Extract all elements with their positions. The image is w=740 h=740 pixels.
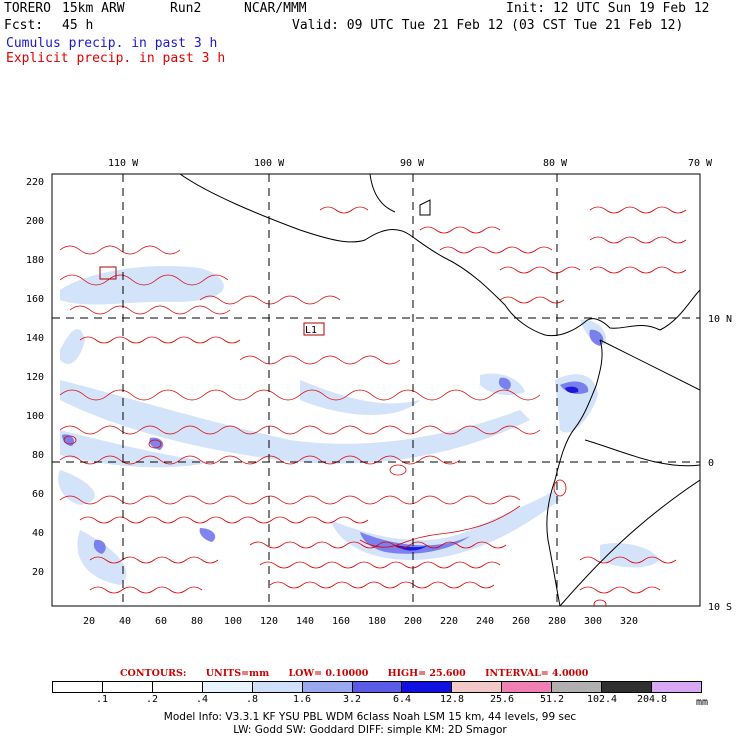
bottom-tick-labels: 20 40 60 80 100 120 140 160 180 200 220 … [83,616,638,627]
x-tick: 40 [119,616,131,627]
lat-label: 10 N [708,314,732,325]
x-tick: 220 [440,616,458,627]
init-time: Init: 12 UTC Sun 19 Feb 12 [506,1,710,16]
explicit-precip-contours [59,206,687,606]
colorbar-swatch [53,682,103,692]
colorbar-swatch [552,682,603,692]
cumulus-precip-peak [395,386,579,551]
field-title-cumulus: Cumulus precip. in past 3 h [6,36,218,51]
x-tick: 60 [155,616,167,627]
left-tick-labels: 220 200 180 160 140 120 100 80 60 40 20 [26,177,44,578]
colorbar-swatch [352,682,403,692]
x-tick: 260 [512,616,530,627]
colorbar-label: 1.6 [292,694,312,705]
colorbar-swatch [302,682,353,692]
contour-low: LOW= 0.10000 [288,668,369,679]
colorbar-swatch [252,682,303,692]
colorbar-label: 51.2 [539,694,565,705]
colorbar-label: 12.8 [439,694,465,705]
colorbar-label: 25.6 [489,694,515,705]
model-name: TORERO [4,1,51,16]
model-physics: LW: Godd SW: Goddard DIFF: simple KM: 2D… [233,724,507,736]
colorbar-label: 3.2 [342,694,362,705]
x-tick: 180 [368,616,386,627]
model-run: Run2 [170,1,202,16]
forecast-label: Fcst: [4,18,44,33]
y-tick: 100 [26,411,44,422]
x-tick: 280 [548,616,566,627]
top-lon-labels: 110 W 100 W 90 W 80 W 70 W [108,158,713,169]
contour-interval: INTERVAL= 4.0000 [485,668,589,679]
x-tick: 100 [224,616,242,627]
contour-high: HIGH= 25.600 [387,668,466,679]
contour-label: CONTOURS: [120,668,187,679]
lon-label: 100 W [254,158,285,169]
y-tick: 20 [32,567,44,578]
x-tick: 200 [404,616,422,627]
colorbar-swatch [152,682,203,692]
colorbar-swatch [652,682,701,692]
contour-info: CONTOURS: UNITS=mm LOW= 0.10000 HIGH= 25… [120,668,604,679]
colorbar-swatch [202,682,253,692]
lat-label: 10 S [708,602,732,613]
colorbar-label: .8 [245,694,259,705]
colorbar [52,681,702,693]
colorbar-label: .2 [145,694,159,705]
low-marker-label: L1 [305,325,317,336]
latlon-grid [52,174,700,606]
model-info: Model Info: V3.3.1 KF YSU PBL WDM 6class… [163,711,577,723]
x-tick: 320 [620,616,638,627]
contour-units: UNITS=mm [205,668,270,679]
x-tick: 20 [83,616,95,627]
lon-label: 80 W [543,158,568,169]
x-tick: 240 [476,616,494,627]
x-tick: 80 [191,616,203,627]
coastlines [179,174,700,606]
lon-label: 110 W [108,158,139,169]
y-tick: 220 [26,177,44,188]
y-tick: 160 [26,294,44,305]
y-tick: 180 [26,255,44,266]
colorbar-label: .4 [195,694,209,705]
colorbar-label: 6.4 [392,694,412,705]
colorbar-swatch [502,682,553,692]
colorbar-swatch [402,682,453,692]
valid-time: Valid: 09 UTC Tue 21 Feb 12 (03 CST Tue … [292,18,684,33]
y-tick: 140 [26,333,44,344]
x-tick: 120 [260,616,278,627]
field-title-explicit: Explicit precip. in past 3 h [6,51,226,66]
colorbar-swatch [452,682,503,692]
colorbar-swatch [102,682,153,692]
x-tick: 160 [332,616,350,627]
right-lat-labels: 10 N 0 10 S [708,314,732,613]
lon-label: 70 W [688,158,713,169]
y-tick: 200 [26,216,44,227]
y-tick: 120 [26,372,44,383]
y-tick: 60 [32,489,44,500]
y-tick: 40 [32,528,44,539]
colorbar-unit: mm [696,697,709,708]
y-tick: 80 [32,450,44,461]
lat-label: 0 [708,458,714,469]
low-marker-box [99,266,117,280]
colorbar-labels: .1 .2 .4 .8 1.6 3.2 6.4 12.8 25.6 51.2 102.4 204.8 [52,694,702,706]
model-resolution: 15km ARW [62,1,125,16]
x-tick: 300 [584,616,602,627]
x-tick: 140 [296,616,314,627]
low-marker-box [303,322,325,336]
model-center: NCAR/MMM [244,1,307,16]
forecast-hour: 45 h [62,18,94,33]
colorbar-swatch [602,682,653,692]
colorbar-label: 102.4 [586,694,618,705]
colorbar-label: .1 [95,694,109,705]
colorbar-label: 204.8 [636,694,668,705]
lon-label: 90 W [400,158,425,169]
